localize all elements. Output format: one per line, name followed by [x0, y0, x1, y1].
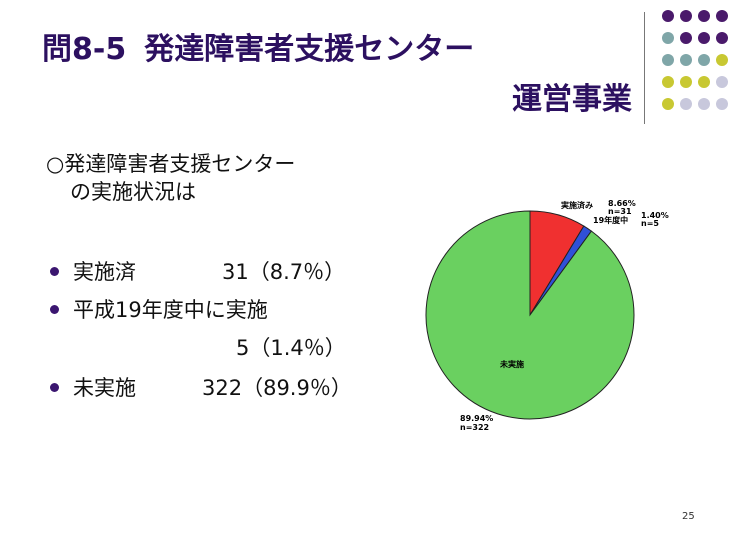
bullet-dot	[50, 266, 59, 276]
decorative-dot	[680, 76, 692, 88]
bullet-label: 実施済	[73, 260, 136, 284]
decorative-dot	[662, 32, 674, 44]
pie-slice	[425, 210, 635, 420]
decorative-dot	[698, 98, 710, 110]
bullet-value-implemented: 31（8.7％）	[222, 260, 346, 284]
bullet-dot	[50, 382, 59, 392]
intro-text: ○発達障害者支援センター の実施状況は	[46, 150, 295, 206]
label-not-implemented-percent: 89.94%	[460, 414, 494, 423]
label-planned-name: 19年度中	[593, 216, 629, 225]
label-implemented-percent: 8.66%	[608, 199, 636, 208]
decorative-dot	[662, 76, 674, 88]
label-planned-percent: 1.40%	[641, 211, 669, 220]
decorative-dot	[680, 98, 692, 110]
decorative-dot	[698, 32, 710, 44]
decorative-dot	[716, 76, 728, 88]
title-divider	[644, 12, 645, 124]
decorative-dot	[716, 98, 728, 110]
label-planned-n: n=5	[641, 219, 659, 228]
decorative-dot	[698, 76, 710, 88]
decorative-dots	[662, 10, 740, 120]
decorative-dot	[680, 54, 692, 66]
decorative-dot	[680, 32, 692, 44]
label-implemented-n: n=31	[608, 207, 632, 216]
bullet-not-implemented: 未実施	[50, 372, 136, 402]
intro-line1: ○発達障害者支援センター	[46, 152, 296, 176]
label-not-implemented-n: n=322	[460, 423, 490, 432]
label-implemented-name: 実施済み	[561, 201, 593, 210]
slide-title: 問8-5 発達障害者支援センター	[42, 24, 474, 68]
bullet-value-not-implemented: 322（89.9％）	[202, 376, 352, 400]
bullet-label: 未実施	[73, 376, 136, 400]
intro-line2: の実施状況は	[70, 180, 196, 204]
decorative-dot	[662, 54, 674, 66]
bullet-dot	[50, 304, 59, 314]
bullet-planned: 平成19年度中に実施	[50, 294, 268, 324]
label-not-implemented-name: 未実施	[500, 360, 524, 369]
decorative-dot	[662, 10, 674, 22]
decorative-dot	[662, 98, 674, 110]
pie-chart	[425, 210, 635, 420]
bullet-label: 平成19年度中に実施	[73, 298, 268, 322]
bullet-value-planned: 5（1.4％）	[236, 336, 346, 360]
decorative-dot	[680, 10, 692, 22]
title-text: 発達障害者支援センター	[144, 32, 475, 67]
decorative-dot	[716, 32, 728, 44]
decorative-dot	[698, 10, 710, 22]
bullet-implemented: 実施済	[50, 256, 136, 286]
decorative-dot	[716, 10, 728, 22]
page-number: 25	[682, 511, 695, 522]
decorative-dot	[698, 54, 710, 66]
title-number: 問8-5	[42, 32, 127, 67]
decorative-dot	[716, 54, 728, 66]
slide-title-line2: 運営事業	[512, 82, 632, 117]
